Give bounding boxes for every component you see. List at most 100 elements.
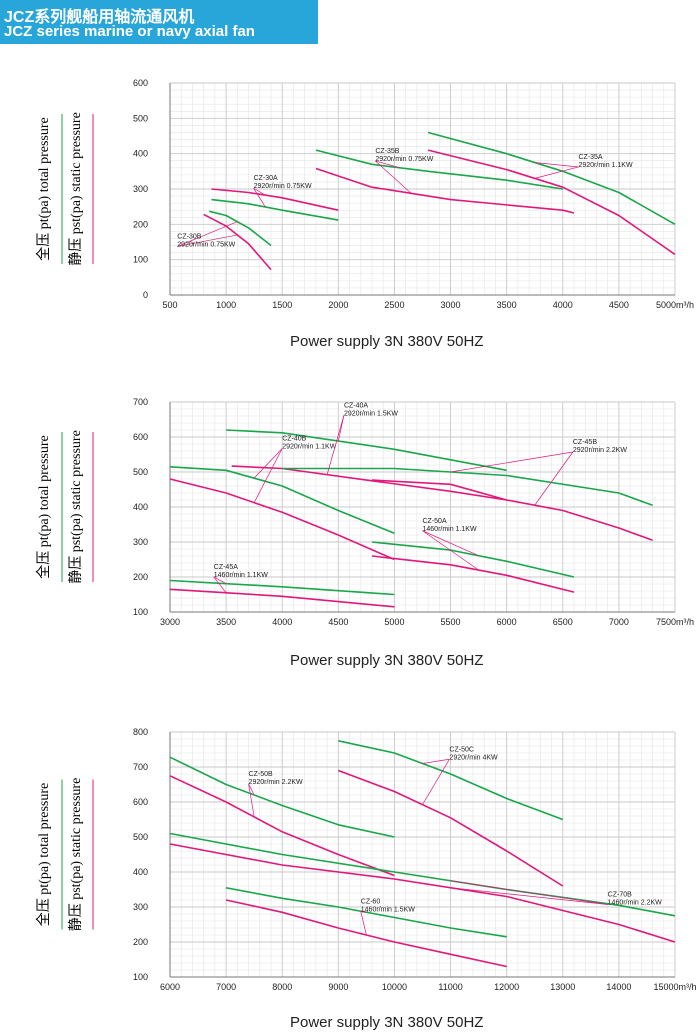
x-tick-label: 2500 (384, 300, 404, 310)
x-tick-label: 1500 (272, 300, 292, 310)
header-banner: JCZ系列舰船用轴流通风机 JCZ series marine or navy … (0, 0, 318, 44)
x-tick-label: 4500 (609, 300, 629, 310)
x-tick-label: 3000 (441, 300, 461, 310)
annotation-leader (360, 911, 367, 936)
x-tick-label: 8000 (272, 982, 292, 992)
series-line-cz-30b-total (209, 210, 272, 247)
annotation-leader (253, 187, 266, 196)
y-tick-label: 600 (133, 797, 148, 807)
x-tick-label: 3500 (216, 617, 236, 627)
title-en: JCZ series marine or navy axial fan (4, 23, 255, 40)
annotation-label: CZ-45A (214, 564, 238, 571)
annotation-label: 1460r/min 1.5KW (361, 907, 415, 914)
annotation-label: 2920r/min 2.2KW (249, 779, 303, 786)
x-tick-label: 5000 (384, 617, 404, 627)
annotation-leader (422, 759, 450, 805)
annotation-leader (534, 166, 579, 179)
series-line-cz-45a-static (169, 588, 395, 608)
fan-curve-chart-2: 3000 3500 4000 4500 5000 5500 6000 6500 7000 7500… (35, 397, 694, 669)
series-line-cz-40b-static (169, 478, 395, 561)
x-tick-label: 7500m³/h (656, 617, 694, 627)
annotation-leader (422, 530, 479, 556)
x-tick-label: 11000 (438, 982, 462, 992)
x-tick-label: 6500 (553, 617, 573, 627)
x-tick-label: 3000 (160, 617, 180, 627)
annotation-label: CZ-40A (344, 402, 368, 409)
annotation-leader (253, 448, 283, 479)
y-tick-label: 400 (133, 867, 148, 877)
x-tick-label: 13000 (550, 982, 575, 992)
series-line-cz-50a-static (371, 555, 575, 593)
y-tick-label: 400 (133, 502, 148, 512)
annotation-label: CZ-30A (254, 175, 278, 182)
y-tick-label: 500 (133, 113, 148, 123)
series-line-cz-70b-static (169, 843, 676, 943)
annotation-leader (375, 160, 401, 169)
series-line-cz-45a-total (169, 579, 395, 596)
series-line-cz-45b-total (282, 467, 653, 507)
series-line-cz-70b-total (169, 832, 676, 917)
y-tick-label: 600 (133, 78, 148, 88)
series-line-cz-50b-static (169, 775, 395, 877)
annotation-leader (450, 880, 608, 905)
x-tick-label: 7000 (609, 617, 629, 627)
y-tick-label: 500 (133, 467, 148, 477)
annotation-leader (450, 451, 573, 473)
series-line-cz-40a-total (226, 429, 507, 472)
series-line-cz-30a-static (211, 188, 339, 211)
x-tick-label: 15000m³/h (653, 982, 696, 992)
annotation-leader (450, 887, 608, 905)
annotation-label: CZ-70B (608, 892, 632, 899)
y-title-total: 全压 pt(pa) total pressure (35, 783, 52, 926)
annotation-leader (213, 576, 227, 593)
annotation-label: 2920r/min 0.75KW (375, 156, 433, 163)
fan-curve-chart-3: 6000 7000 8000 9000 10000 11000 12000 13000 1400… (35, 727, 697, 1031)
annotation-leader (253, 187, 266, 208)
y-tick-label: 200 (133, 937, 148, 947)
x-tick-label: 6000 (497, 617, 517, 627)
annotation-leader (253, 448, 283, 503)
annotation-leader (177, 234, 238, 247)
x-tick-label: 12000 (494, 982, 519, 992)
y-tick-label: 300 (133, 537, 148, 547)
annotation-label: 1460r/min 1.1KW (214, 572, 268, 579)
x-tick-label: 5500 (441, 617, 461, 627)
power-supply-caption: Power supply 3N 380V 50HZ (290, 652, 483, 669)
y-tick-label: 100 (133, 607, 148, 617)
fan-curve-chart-1: 500 1000 1500 2000 2500 3000 3500 4000 4500 5000m… (35, 78, 694, 350)
annotation-leader (375, 160, 412, 194)
annotation-label: 2920r/min 2.2KW (573, 447, 627, 454)
annotation-label: 1460r/min 2.2KW (608, 900, 662, 907)
power-supply-caption: Power supply 3N 380V 50HZ (290, 1014, 483, 1031)
y-tick-label: 700 (133, 397, 148, 407)
x-tick-label: 14000 (606, 982, 631, 992)
annotation-label: CZ-40B (282, 436, 306, 443)
x-tick-label: 5000m³/h (656, 300, 694, 310)
y-title-total: 全压 pt(pa) total pressure (35, 117, 52, 260)
annotation-label: 2920r/min 1.5KW (344, 410, 398, 417)
y-tick-label: 600 (133, 432, 148, 442)
x-tick-label: 6000 (160, 982, 180, 992)
annotation-leader (177, 221, 238, 247)
y-title-static: 静压 pst(pa) static pressure (68, 778, 84, 932)
y-tick-label: 400 (133, 149, 148, 159)
annotation-label: CZ-50B (249, 771, 273, 778)
annotation-leader (326, 415, 345, 475)
x-tick-label: 4000 (553, 300, 573, 310)
x-tick-label: 500 (162, 300, 177, 310)
y-tick-label: 200 (133, 572, 148, 582)
series-line-cz-40b-total (169, 466, 395, 535)
x-tick-label: 10000 (382, 982, 407, 992)
annotation-leader (213, 576, 227, 584)
y-tick-label: 300 (133, 902, 148, 912)
y-tick-label: 100 (133, 972, 148, 982)
y-title-static: 静压 pst(pa) static pressure (68, 430, 84, 584)
annotation-leader (248, 783, 255, 796)
power-supply-caption: Power supply 3N 380V 50HZ (290, 333, 483, 350)
y-title-total: 全压 pt(pa) total pressure (35, 435, 52, 578)
annotation-label: CZ-45B (573, 439, 597, 446)
annotation-label: CZ-35A (578, 154, 602, 161)
series-line-cz-50a-total (371, 541, 575, 578)
annotation-label: CZ-50A (423, 518, 447, 525)
annotation-label: 1460r/min 1.1KW (423, 526, 477, 533)
